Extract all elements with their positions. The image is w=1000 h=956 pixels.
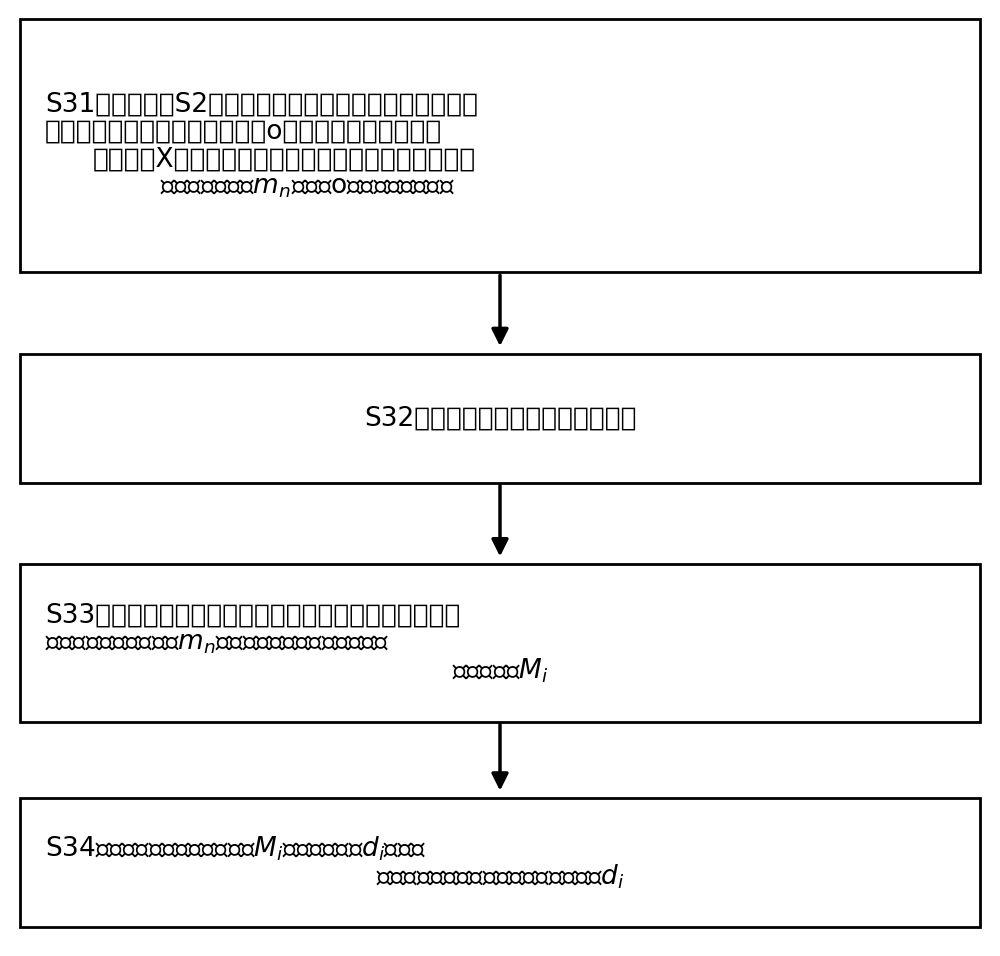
- Text: 计算出的距离构成展开后的一维点序列$d_i$: 计算出的距离构成展开后的一维点序列$d_i$: [376, 862, 624, 891]
- Text: 据提取出的边缘数据点$m_n$重新进行排序，得到重新排序: 据提取出的边缘数据点$m_n$重新进行排序，得到重新排序: [45, 630, 390, 656]
- Text: 点，并将该圆中心点定义为基点o，然后构造一个过基点: 点，并将该圆中心点定义为基点o，然后构造一个过基点: [45, 119, 442, 145]
- Text: 且方向沿X轴正向的基向量，并将从二维平面数据提取: 且方向沿X轴正向的基向量，并将从二维平面数据提取: [93, 146, 476, 173]
- Text: 后的点序列$M_i$: 后的点序列$M_i$: [452, 656, 548, 684]
- Text: S31、根据步骤S2所获得的数据进行圆拟合，得到圆中心: S31、根据步骤S2所获得的数据进行圆拟合，得到圆中心: [45, 92, 478, 118]
- Text: S33、根据边缘向量与基向量夹角的大小对从二维平面数: S33、根据边缘向量与基向量夹角的大小对从二维平面数: [45, 602, 460, 628]
- FancyBboxPatch shape: [20, 798, 980, 927]
- FancyBboxPatch shape: [20, 564, 980, 722]
- Text: S34、计算重新排序后的点序列$M_i$到基点的距离$d_i$，并以: S34、计算重新排序后的点序列$M_i$到基点的距离$d_i$，并以: [45, 835, 426, 863]
- FancyBboxPatch shape: [20, 354, 980, 483]
- Text: 出的边缘数据点$m_n$与基点o一一构成边缘向量: 出的边缘数据点$m_n$与基点o一一构成边缘向量: [160, 174, 455, 200]
- Text: S32、计算边缘向量与基向量的夹角: S32、计算边缘向量与基向量的夹角: [364, 405, 636, 431]
- FancyBboxPatch shape: [20, 19, 980, 272]
